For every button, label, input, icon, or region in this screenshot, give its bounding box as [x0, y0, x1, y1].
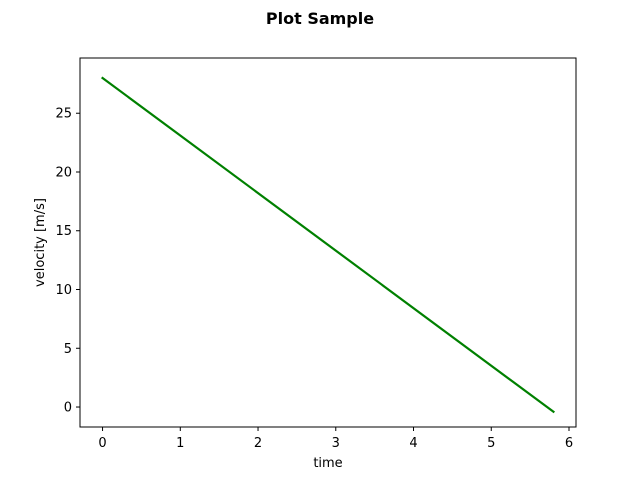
y-axis-label: velocity [m/s]: [33, 198, 48, 287]
y-tick-label: 5: [64, 342, 72, 357]
series-layer: [101, 76, 555, 414]
y-tick-label: 25: [55, 107, 72, 122]
y-axis-ticks: 0 5 10 15 20 25: [55, 107, 80, 416]
y-tick-label: 0: [64, 401, 72, 416]
chart-title: Plot Sample: [266, 9, 374, 28]
series-line-0: [101, 76, 555, 414]
y-tick-label: 20: [55, 165, 72, 180]
plot-frame: [79, 57, 577, 428]
x-tick-label: 3: [332, 436, 340, 451]
x-axis-ticks: 0 1 2 3 4 5 6: [98, 427, 573, 451]
x-tick-label: 5: [487, 436, 495, 451]
x-tick-label: 4: [409, 436, 417, 451]
x-tick-label: 0: [98, 436, 106, 451]
plot-area: [80, 58, 576, 427]
y-tick-label: 10: [55, 283, 72, 298]
x-tick-label: 2: [254, 436, 262, 451]
x-tick-label: 6: [565, 436, 573, 451]
y-tick-label: 15: [55, 224, 72, 239]
x-axis-label: time: [313, 456, 342, 471]
x-tick-label: 1: [176, 436, 184, 451]
